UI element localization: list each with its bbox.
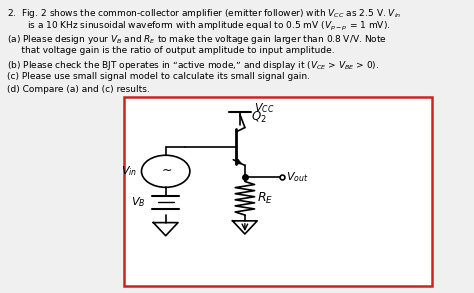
Bar (124, 97, 432, 287)
Text: $Q_2$: $Q_2$ (252, 110, 267, 125)
Text: $V_{in}$: $V_{in}$ (121, 164, 137, 178)
Text: is a 10 KHz sinusoidal waveform with amplitude equal to 0.5 mV ($V_{p-p}$ = 1 mV: is a 10 KHz sinusoidal waveform with amp… (27, 20, 391, 33)
Text: 2.  Fig. 2 shows the common-collector amplifier (emitter follower) with $V_{CC}$: 2. Fig. 2 shows the common-collector amp… (7, 6, 402, 20)
Text: $V_{out}$: $V_{out}$ (286, 170, 309, 184)
Text: (d) Compare (a) and (c) results.: (d) Compare (a) and (c) results. (7, 85, 150, 94)
Text: that voltage gain is the ratio of output amplitude to input amplitude.: that voltage gain is the ratio of output… (7, 46, 335, 55)
Text: $\sim$: $\sim$ (159, 163, 173, 176)
Text: (b) Please check the BJT operates in “active mode,” and display it ($V_{CE}$ > $: (b) Please check the BJT operates in “ac… (7, 59, 380, 72)
Text: (c) Please use small signal model to calculate its small signal gain.: (c) Please use small signal model to cal… (7, 72, 310, 81)
Text: $R_E$: $R_E$ (257, 191, 273, 206)
Text: $V_B$: $V_B$ (131, 196, 146, 209)
Text: (a) Please design your $V_B$ and $R_E$ to make the voltage gain larger than 0.8 : (a) Please design your $V_B$ and $R_E$ t… (7, 33, 387, 46)
Text: $V_{CC}$: $V_{CC}$ (254, 102, 274, 115)
